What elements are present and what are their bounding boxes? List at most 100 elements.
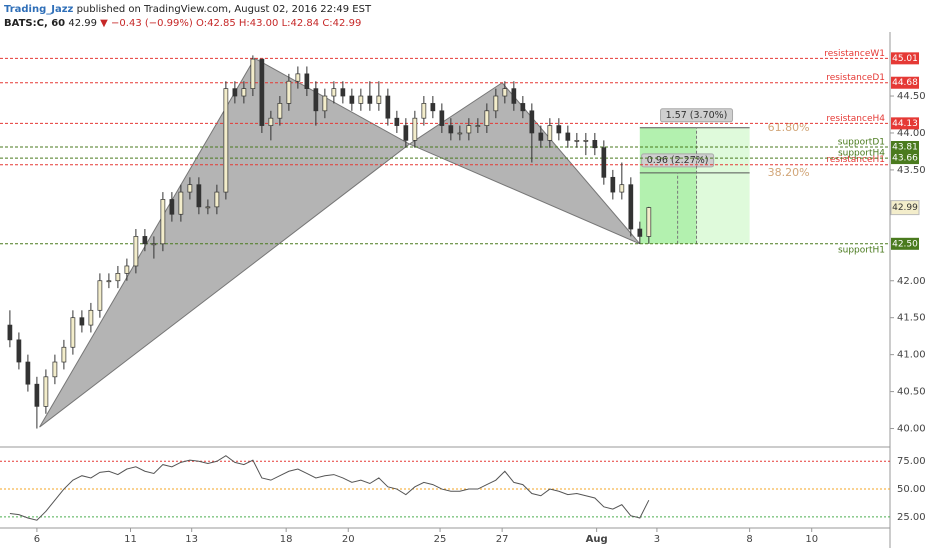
x-tick-label: 20 [342,534,355,545]
rsi-tick-label: 25.00 [897,512,926,523]
symbol: BATS:C, 60 [4,18,65,29]
y-tick-label: 41.00 [897,350,926,361]
candle-body [196,184,202,208]
candle-body [133,236,139,267]
level-name: supportH1 [838,245,885,255]
candle-body [61,346,67,363]
candle-body [313,88,319,112]
candle-body [385,95,391,119]
price-box [891,141,919,154]
x-tick-label: 13 [185,534,198,545]
candle-body [160,199,166,245]
candle-body [232,88,238,97]
price-box [891,237,919,250]
measure-box [641,153,715,168]
candle-body [169,199,175,215]
price-box-label: 42.50 [892,239,918,249]
candle-body [556,125,562,134]
candle-body [259,58,265,126]
last-price-box [890,200,920,216]
level-name: supportH4 [838,149,885,159]
measure-label: 0.96 (2.27%) [647,155,709,166]
candle-body [106,280,112,283]
level-name: resistanceH1 [826,155,885,165]
author[interactable]: Trading_Jazz [4,4,74,15]
x-tick-label: Aug [586,534,608,545]
ohlc: O:42.85 H:43.00 L:42.84 C:42.99 [196,18,361,29]
candle-body [178,191,184,215]
candle-body [457,132,463,135]
candle-body [43,376,49,407]
fib-level-label: 38.20% [768,166,810,179]
price-box [891,117,919,130]
candle-body [448,125,454,134]
level-name: resistanceH4 [826,114,885,124]
candle-body [97,280,103,311]
candle-body [70,317,76,348]
price-box [891,76,919,89]
candle-body [331,88,337,97]
candle-body [466,125,472,134]
candle-body [277,103,283,119]
y-tick-label: 40.00 [897,424,926,435]
candle-body [7,324,13,341]
x-tick-label: 11 [124,534,137,545]
candle-body [610,176,616,193]
price-box-label: 44.13 [892,119,918,129]
candle-body [268,117,274,126]
candle-body [151,243,157,246]
candle-body [619,184,625,193]
last-price-label: 42.99 [892,203,918,213]
candle-body [637,228,643,237]
candle-body [574,140,580,142]
candle-body [358,95,364,104]
x-tick-label: 25 [434,534,447,545]
price-box [891,52,919,65]
candle-body [295,73,301,82]
candle-body [223,88,229,193]
candle-body [286,80,292,104]
candle-body [628,184,634,230]
candle-body [16,339,22,363]
price-box-label: 43.66 [892,154,918,164]
fib-level-label: 61.80% [768,121,810,134]
x-tick-label: 8 [746,534,752,545]
candle-body [484,110,490,126]
candle-body [250,58,256,89]
candle-body [520,103,526,112]
candle-body [340,88,346,97]
candle-body [511,88,517,104]
candle-body [52,361,58,378]
x-tick-label: 6 [34,534,40,545]
rsi-line [9,455,650,521]
y-tick-label: 44.00 [897,128,926,139]
candle-body [475,125,481,127]
candle-body [412,117,418,141]
candle-body [25,361,31,385]
candle-body [214,191,220,208]
candle-body [493,95,499,112]
candle-body [430,103,436,112]
published: published on TradingView.com, August 02,… [77,4,372,15]
y-tick-label: 44.50 [897,91,926,102]
candle-body [376,95,382,104]
candle-body [142,236,148,245]
measure-box [660,108,734,123]
candle-body [322,95,328,112]
price-box-label: 44.68 [892,78,918,88]
candle-body [592,140,598,149]
candle-body [403,125,409,141]
x-tick-label: 18 [280,534,293,545]
header-line: Trading_Jazz published on TradingView.co… [4,4,372,15]
x-tick-label: 10 [805,534,818,545]
y-tick-label: 43.50 [897,165,926,176]
last: 42.99 [68,18,97,29]
candle-body [502,88,508,97]
level-name: resistanceW1 [824,49,885,59]
price-box-label: 43.81 [892,143,918,153]
candle-body [538,132,544,141]
candle-body [187,184,193,193]
candle-body [367,95,373,104]
candle-body [547,125,553,141]
